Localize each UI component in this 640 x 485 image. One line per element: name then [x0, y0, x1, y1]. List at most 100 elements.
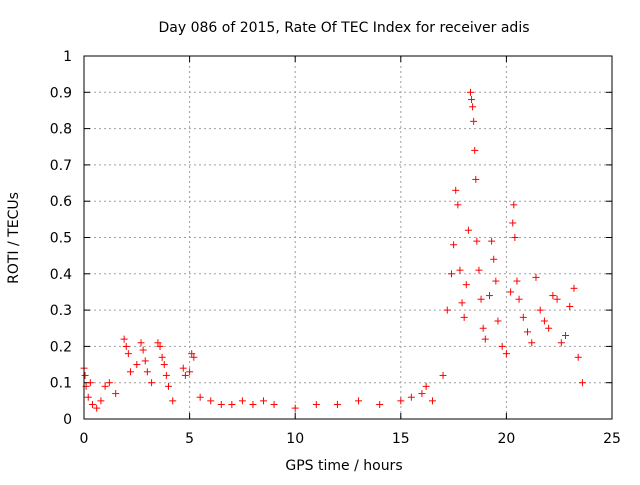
data-point: [562, 332, 570, 340]
data-point: [471, 146, 479, 154]
data-point: [260, 397, 268, 405]
x-axis-label: GPS time / hours: [285, 458, 402, 474]
axis-ticks: 0 5 10 15 20 25 0 0.1 0.2 0.3 0.4 0.5 0.6 0.7 0.8 0.9 1: [50, 49, 621, 447]
data-point: [126, 368, 134, 376]
y-tick-label: 0.1: [50, 376, 72, 392]
data-point: [249, 400, 257, 408]
data-point: [105, 379, 113, 387]
data-point: [479, 324, 487, 332]
data-point: [566, 302, 574, 310]
y-tick-label: 0.3: [50, 303, 72, 319]
data-point: [502, 350, 510, 358]
plot-frame: [83, 55, 613, 420]
data-point: [536, 306, 544, 314]
data-point: [407, 393, 415, 401]
data-point: [169, 397, 177, 405]
data-point: [428, 397, 436, 405]
data-point: [88, 400, 96, 408]
data-point: [492, 277, 500, 285]
data-point: [143, 368, 151, 376]
data-point: [532, 273, 540, 281]
data-point: [97, 397, 105, 405]
y-axis-label: ROTI / TECUs: [6, 192, 22, 284]
chart-title: Day 086 of 2015, Rate Of TEC Index for r…: [158, 20, 529, 36]
data-point: [422, 382, 430, 390]
data-point: [472, 175, 480, 183]
data-point: [494, 317, 502, 325]
y-tick-label: 1: [63, 49, 72, 65]
data-point: [475, 266, 483, 274]
data-point: [450, 241, 458, 249]
data-point: [452, 186, 460, 194]
grid: [84, 56, 612, 419]
data-point: [466, 88, 474, 96]
data-point: [570, 284, 578, 292]
data-point: [464, 226, 472, 234]
data-point: [469, 103, 477, 111]
data-point: [515, 295, 523, 303]
data-point: [578, 379, 586, 387]
data-point: [553, 295, 561, 303]
data-point: [481, 335, 489, 343]
data-point: [574, 353, 582, 361]
data-point: [545, 324, 553, 332]
y-tick-label: 0.7: [50, 158, 72, 174]
data-point: [148, 379, 156, 387]
data-point: [162, 371, 170, 379]
data-point: [228, 400, 236, 408]
data-point: [473, 237, 481, 245]
x-tick-label: 0: [80, 431, 89, 447]
data-point: [120, 335, 128, 343]
data-point: [486, 292, 494, 300]
data-point: [81, 371, 89, 379]
data-point: [355, 397, 363, 405]
data-point: [511, 234, 519, 241]
data-point: [101, 382, 109, 390]
data-point: [477, 295, 485, 303]
data-point: [488, 237, 496, 245]
data-point: [418, 390, 426, 398]
data-point: [498, 342, 506, 350]
data-point: [137, 339, 145, 347]
data-point: [190, 353, 198, 361]
x-tick-label: 15: [392, 431, 410, 447]
data-point: [458, 299, 466, 307]
data-point: [139, 346, 147, 354]
data-point: [509, 219, 517, 227]
data-point: [540, 317, 548, 325]
data-point: [456, 266, 464, 274]
data-point: [207, 397, 215, 405]
y-tick-label: 0.5: [50, 231, 72, 247]
data-point: [196, 393, 204, 401]
data-point: [490, 255, 498, 263]
x-tick-label: 25: [603, 431, 621, 447]
data-point: [460, 313, 468, 321]
data-point: [333, 400, 341, 408]
data-point: [84, 393, 92, 401]
data-point: [186, 368, 194, 376]
y-tick-label: 0.9: [50, 85, 72, 101]
x-tick-label: 10: [286, 431, 304, 447]
data-point: [291, 404, 299, 412]
data-point: [112, 390, 120, 398]
data-point: [510, 201, 518, 209]
data-point: [158, 353, 166, 361]
data-points: [80, 88, 586, 412]
y-tick-label: 0.4: [50, 267, 72, 283]
y-tick-label: 0.2: [50, 339, 72, 355]
data-point: [181, 371, 189, 379]
data-point: [470, 117, 478, 125]
data-point: [156, 342, 164, 350]
data-point: [124, 350, 132, 358]
data-point: [447, 270, 455, 278]
data-point: [160, 361, 168, 369]
data-point: [217, 400, 225, 408]
data-point: [86, 379, 94, 387]
data-point: [93, 404, 101, 412]
data-point: [270, 400, 278, 408]
y-tick-label: 0.8: [50, 122, 72, 138]
data-point: [397, 397, 405, 405]
data-point: [513, 277, 521, 285]
